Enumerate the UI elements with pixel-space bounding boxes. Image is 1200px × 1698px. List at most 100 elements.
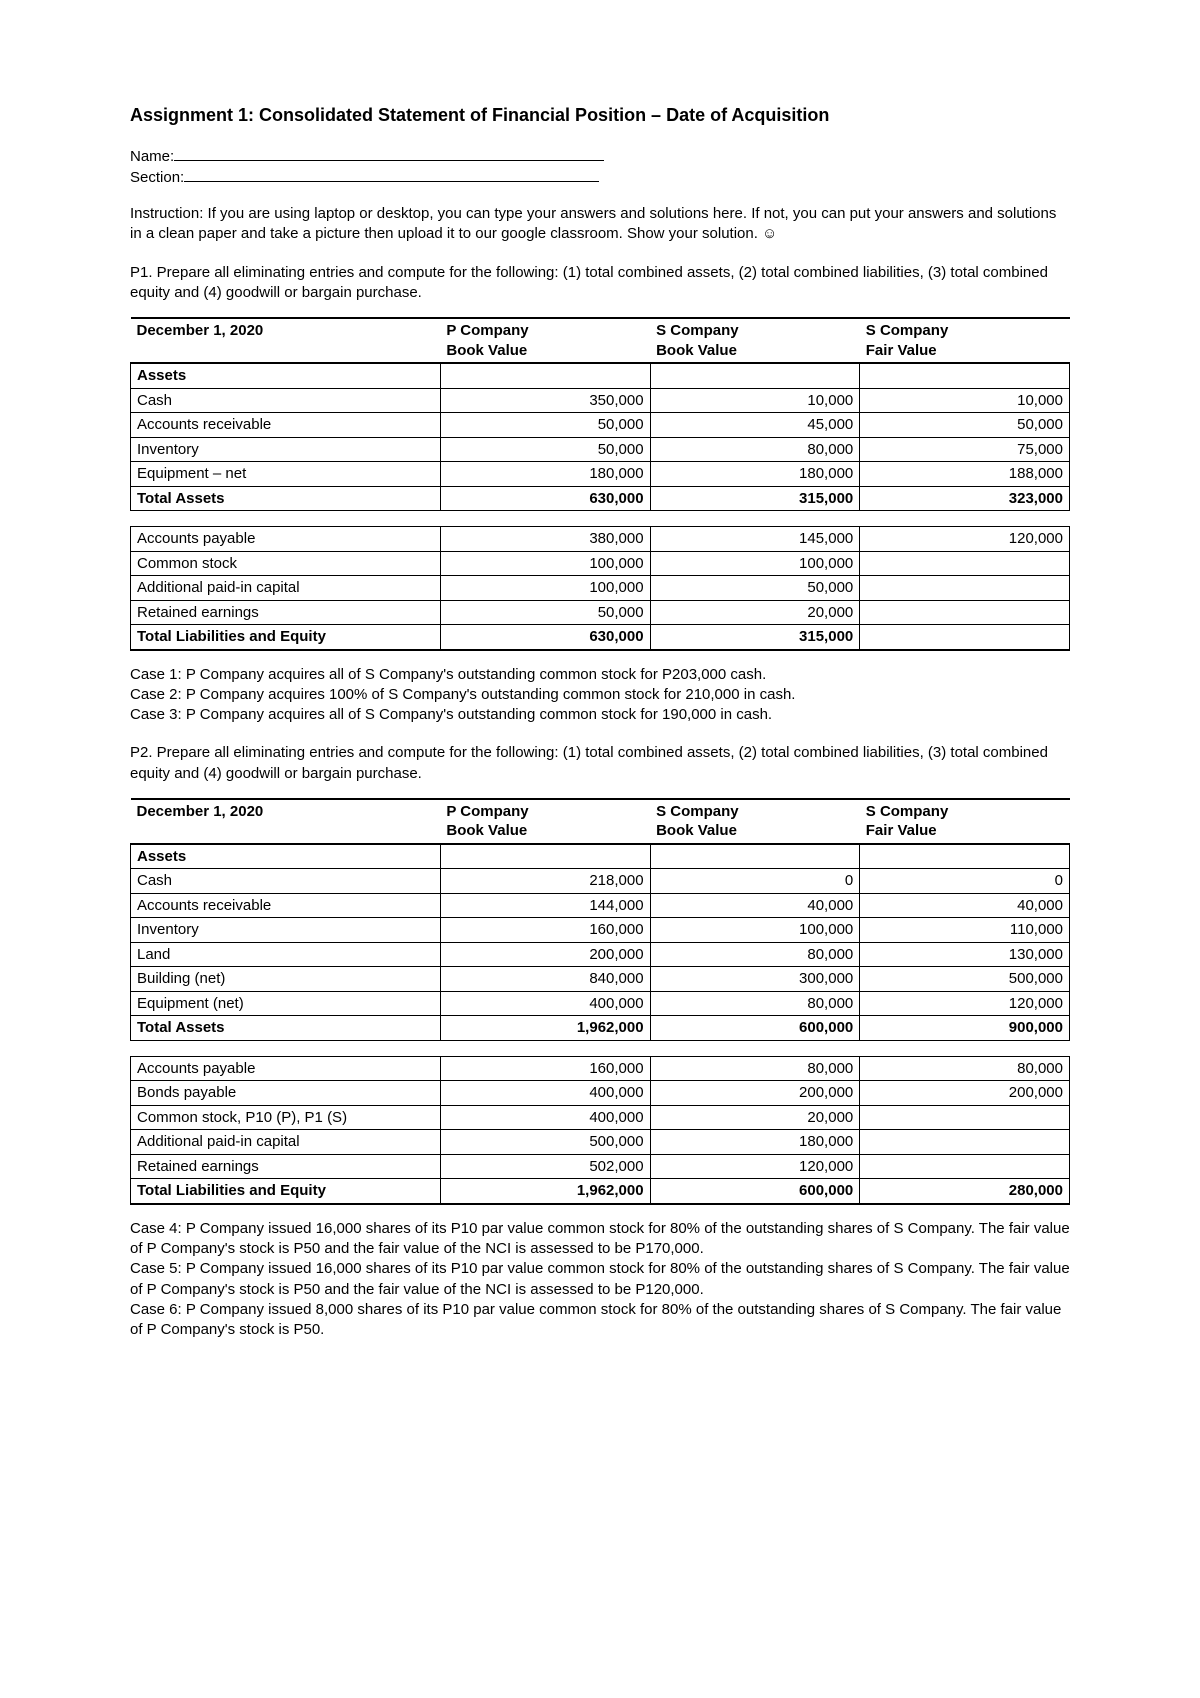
row-label: Inventory bbox=[131, 437, 441, 462]
cell: 10,000 bbox=[650, 388, 860, 413]
table-row: Equipment – net180,000180,000188,000 bbox=[131, 462, 1070, 487]
header-col-sfv: S Company Fair Value bbox=[860, 318, 1070, 363]
table-row: Equipment (net)400,00080,000120,000 bbox=[131, 991, 1070, 1016]
cell: 80,000 bbox=[650, 1056, 860, 1081]
cell: 50,000 bbox=[440, 437, 650, 462]
cell: 400,000 bbox=[440, 1105, 650, 1130]
table-row: Accounts receivable144,00040,00040,000 bbox=[131, 893, 1070, 918]
table-p1: December 1, 2020 P Company Book Value S … bbox=[130, 317, 1070, 651]
cell: 380,000 bbox=[440, 527, 650, 552]
cell: 80,000 bbox=[650, 942, 860, 967]
assets-heading-row: Assets bbox=[131, 844, 1070, 869]
header-col-p: P Company Book Value bbox=[440, 799, 650, 844]
cell: 160,000 bbox=[440, 918, 650, 943]
document-page: Assignment 1: Consolidated Statement of … bbox=[0, 0, 1200, 1698]
cell: 500,000 bbox=[440, 1130, 650, 1155]
cell: 180,000 bbox=[650, 1130, 860, 1155]
cell: 110,000 bbox=[860, 918, 1070, 943]
row-label: Inventory bbox=[131, 918, 441, 943]
assets-label: Assets bbox=[131, 363, 441, 388]
name-field-row: Name: bbox=[130, 146, 1070, 165]
cell: 50,000 bbox=[860, 413, 1070, 438]
section-label: Section: bbox=[130, 169, 184, 186]
spacer-row bbox=[131, 1040, 1070, 1056]
cell: 40,000 bbox=[860, 893, 1070, 918]
cell: 1,962,000 bbox=[440, 1179, 650, 1204]
table-row: Additional paid-in capital500,000180,000 bbox=[131, 1130, 1070, 1155]
row-label: Additional paid-in capital bbox=[131, 576, 441, 601]
table-close bbox=[131, 650, 1070, 651]
cell: 144,000 bbox=[440, 893, 650, 918]
cell bbox=[860, 600, 1070, 625]
cell: 120,000 bbox=[650, 1154, 860, 1179]
cell: 323,000 bbox=[860, 486, 1070, 511]
page-title: Assignment 1: Consolidated Statement of … bbox=[130, 105, 1070, 126]
header-col-sbv: S Company Book Value bbox=[650, 799, 860, 844]
cell: 80,000 bbox=[860, 1056, 1070, 1081]
section-field-row: Section: bbox=[130, 167, 1070, 186]
cell: 160,000 bbox=[440, 1056, 650, 1081]
row-label: Retained earnings bbox=[131, 600, 441, 625]
cell: 100,000 bbox=[650, 918, 860, 943]
cell: 218,000 bbox=[440, 869, 650, 894]
row-label: Total Liabilities and Equity bbox=[131, 1179, 441, 1204]
cell: 40,000 bbox=[650, 893, 860, 918]
spacer-row bbox=[131, 511, 1070, 527]
total-liab-row: Total Liabilities and Equity1,962,000600… bbox=[131, 1179, 1070, 1204]
row-label: Retained earnings bbox=[131, 1154, 441, 1179]
name-label: Name: bbox=[130, 148, 174, 165]
cell: 600,000 bbox=[650, 1179, 860, 1204]
cell bbox=[860, 1130, 1070, 1155]
row-label: Total Liabilities and Equity bbox=[131, 625, 441, 650]
cell: 120,000 bbox=[860, 991, 1070, 1016]
name-input-line[interactable] bbox=[174, 146, 604, 161]
assets-heading-row: Assets bbox=[131, 363, 1070, 388]
table-row: Accounts payable160,00080,00080,000 bbox=[131, 1056, 1070, 1081]
case-5: Case 5: P Company issued 16,000 shares o… bbox=[130, 1259, 1070, 1300]
cell bbox=[860, 1154, 1070, 1179]
cell: 130,000 bbox=[860, 942, 1070, 967]
row-label: Bonds payable bbox=[131, 1081, 441, 1106]
row-label: Accounts receivable bbox=[131, 413, 441, 438]
total-assets-row: Total Assets630,000315,000323,000 bbox=[131, 486, 1070, 511]
row-label: Total Assets bbox=[131, 486, 441, 511]
cell: 200,000 bbox=[440, 942, 650, 967]
row-label: Common stock, P10 (P), P1 (S) bbox=[131, 1105, 441, 1130]
section-input-line[interactable] bbox=[184, 167, 599, 182]
row-label: Accounts receivable bbox=[131, 893, 441, 918]
cell: 120,000 bbox=[860, 527, 1070, 552]
cell: 350,000 bbox=[440, 388, 650, 413]
table-row: Accounts receivable50,00045,00050,000 bbox=[131, 413, 1070, 438]
cell: 100,000 bbox=[440, 576, 650, 601]
table-row: Inventory160,000100,000110,000 bbox=[131, 918, 1070, 943]
cell: 188,000 bbox=[860, 462, 1070, 487]
table-close bbox=[131, 1204, 1070, 1205]
cell: 630,000 bbox=[440, 486, 650, 511]
row-label: Land bbox=[131, 942, 441, 967]
header-col-sbv: S Company Book Value bbox=[650, 318, 860, 363]
table-p2: December 1, 2020 P Company Book Value S … bbox=[130, 798, 1070, 1205]
cell: 280,000 bbox=[860, 1179, 1070, 1204]
row-label: Equipment (net) bbox=[131, 991, 441, 1016]
cell: 10,000 bbox=[860, 388, 1070, 413]
table-header-row: December 1, 2020 P Company Book Value S … bbox=[131, 799, 1070, 844]
table-row: Common stock100,000100,000 bbox=[131, 551, 1070, 576]
total-assets-row: Total Assets1,962,000600,000900,000 bbox=[131, 1016, 1070, 1041]
cell: 200,000 bbox=[860, 1081, 1070, 1106]
table-row: Bonds payable400,000200,000200,000 bbox=[131, 1081, 1070, 1106]
cell: 315,000 bbox=[650, 486, 860, 511]
table-row: Retained earnings50,00020,000 bbox=[131, 600, 1070, 625]
row-label: Additional paid-in capital bbox=[131, 1130, 441, 1155]
cell: 400,000 bbox=[440, 991, 650, 1016]
cell: 502,000 bbox=[440, 1154, 650, 1179]
cell: 0 bbox=[860, 869, 1070, 894]
instruction-text: Instruction: If you are using laptop or … bbox=[130, 204, 1070, 245]
header-col-sfv: S Company Fair Value bbox=[860, 799, 1070, 844]
table-header-row: December 1, 2020 P Company Book Value S … bbox=[131, 318, 1070, 363]
table-row: Accounts payable380,000145,000120,000 bbox=[131, 527, 1070, 552]
row-label: Accounts payable bbox=[131, 1056, 441, 1081]
cell: 500,000 bbox=[860, 967, 1070, 992]
cell: 630,000 bbox=[440, 625, 650, 650]
row-label: Cash bbox=[131, 388, 441, 413]
p1-intro: P1. Prepare all eliminating entries and … bbox=[130, 263, 1070, 304]
